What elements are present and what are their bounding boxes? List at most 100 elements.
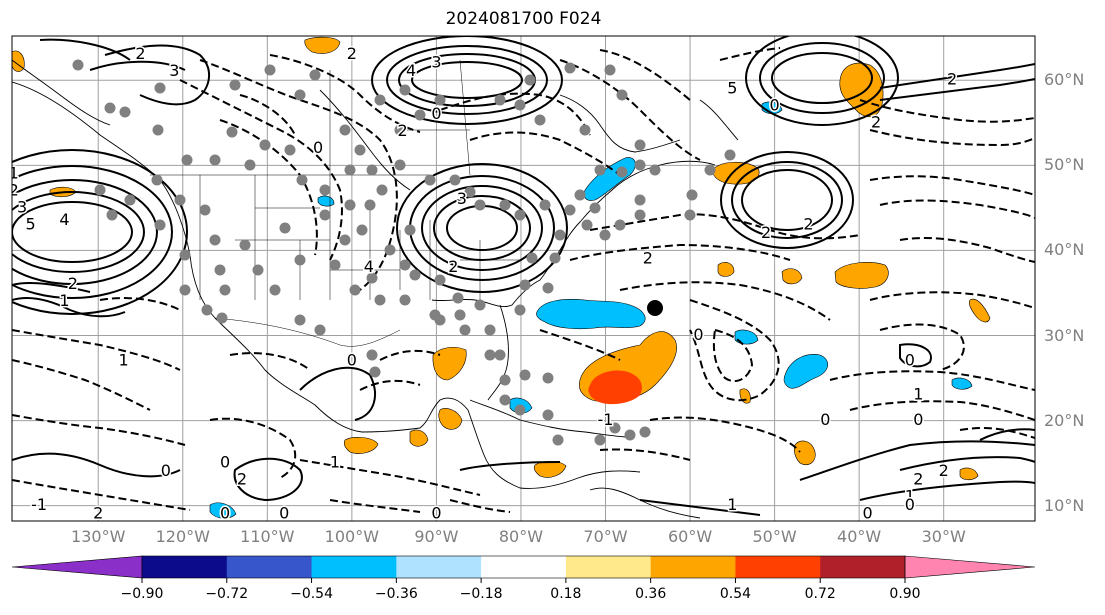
longitude-label: 80°W <box>498 527 544 546</box>
contour-label: 2 <box>448 257 458 276</box>
colorbar-tick-label: 0.90 <box>889 586 921 602</box>
station-dot <box>589 202 601 214</box>
station-dot <box>369 366 381 378</box>
strong-positive-anomaly-patch <box>588 370 642 405</box>
negative-anomaly-patch <box>783 354 828 389</box>
station-dot <box>526 252 538 264</box>
contour-label: 2 <box>93 504 103 523</box>
colorbar-segment <box>142 556 228 578</box>
station-dot <box>151 174 163 186</box>
station-dot <box>119 106 131 118</box>
colorbar-min-arrow <box>11 555 143 579</box>
positive-anomaly-patch <box>533 461 567 478</box>
station-dot <box>354 144 366 156</box>
station-dot <box>209 234 221 246</box>
station-dot <box>554 229 566 241</box>
contour-label: 0 <box>431 104 441 123</box>
station-dot <box>106 209 118 221</box>
latitude-label: 30°N <box>1044 325 1085 345</box>
contour-label: 2 <box>947 70 957 89</box>
station-dot <box>294 314 306 326</box>
station-dot <box>404 224 416 236</box>
contour-label: 2 <box>871 112 881 131</box>
station-dot <box>152 124 164 136</box>
contour-label: 3 <box>457 189 467 208</box>
station-dot <box>374 294 386 306</box>
contour-label: 0 <box>905 351 915 370</box>
colorbar-outline <box>141 555 906 579</box>
station-dot <box>181 154 193 166</box>
station-dot <box>634 159 646 171</box>
station-dot <box>226 126 238 138</box>
station-dot <box>524 74 536 86</box>
station-dot <box>179 284 191 296</box>
station-dot <box>394 159 406 171</box>
station-dot <box>72 59 84 71</box>
map-title: 2024081700 F024 <box>445 9 602 29</box>
station-dot <box>394 124 406 136</box>
station-dot <box>484 324 496 336</box>
longitude-label: 130°W <box>71 527 126 546</box>
station-dot <box>552 434 564 446</box>
station-dot <box>474 199 486 211</box>
station-dot <box>319 209 331 221</box>
station-dot <box>356 224 368 236</box>
station-dot <box>344 199 356 211</box>
station-dot <box>294 89 306 101</box>
colorbar-segment <box>820 556 906 578</box>
station-dot <box>616 89 628 101</box>
contour-label: 2 <box>9 180 19 199</box>
station-dot <box>649 164 661 176</box>
station-dot <box>309 69 321 81</box>
station-dot <box>94 184 106 196</box>
station-dot <box>686 189 698 201</box>
station-dot <box>452 292 464 304</box>
station-dot <box>594 164 606 176</box>
station-dot <box>609 422 621 434</box>
station-dot <box>366 164 378 176</box>
station-dot <box>634 194 646 206</box>
station-dot <box>616 166 628 178</box>
positive-anomaly-patch <box>968 298 991 323</box>
contour-label: 0 <box>220 453 230 472</box>
station-dot <box>519 369 531 381</box>
longitude-label: 70°W <box>583 527 628 546</box>
positive-anomaly-patch <box>839 62 884 118</box>
station-dot <box>514 209 526 221</box>
station-dot <box>399 84 411 96</box>
station-dot <box>414 109 426 121</box>
station-dot <box>434 94 446 106</box>
station-dot <box>634 139 646 151</box>
station-dot <box>339 124 351 136</box>
station-dot <box>244 159 256 171</box>
contour-label: 2 <box>68 274 78 293</box>
colorbar-tick-label: −0.54 <box>290 586 333 602</box>
negative-anomaly-patch <box>734 329 759 345</box>
contour-label: 1 <box>9 163 19 182</box>
station-dot <box>564 204 576 216</box>
station-dot <box>499 394 511 406</box>
contour-label: 2 <box>643 248 653 267</box>
station-dot <box>259 139 271 151</box>
contour-label: 2 <box>761 223 771 242</box>
latitude-label: 60°N <box>1044 70 1085 90</box>
station-dot <box>376 184 388 196</box>
station-dot <box>519 279 531 291</box>
station-dot <box>252 264 264 276</box>
station-dot <box>214 264 226 276</box>
colorbar-tick-label: −0.90 <box>120 586 164 602</box>
station-dot <box>624 429 636 441</box>
station-dot <box>574 189 586 201</box>
colorbar-segment <box>735 556 821 578</box>
station-dot <box>409 269 421 281</box>
station-dot <box>344 164 356 176</box>
station-dot <box>296 174 308 186</box>
contour-label: 0 <box>431 504 441 523</box>
contour-label: -1 <box>598 410 614 429</box>
station-dot <box>199 204 211 216</box>
station-dot <box>104 102 116 114</box>
station-dot <box>542 372 554 384</box>
station-dot <box>424 174 436 186</box>
